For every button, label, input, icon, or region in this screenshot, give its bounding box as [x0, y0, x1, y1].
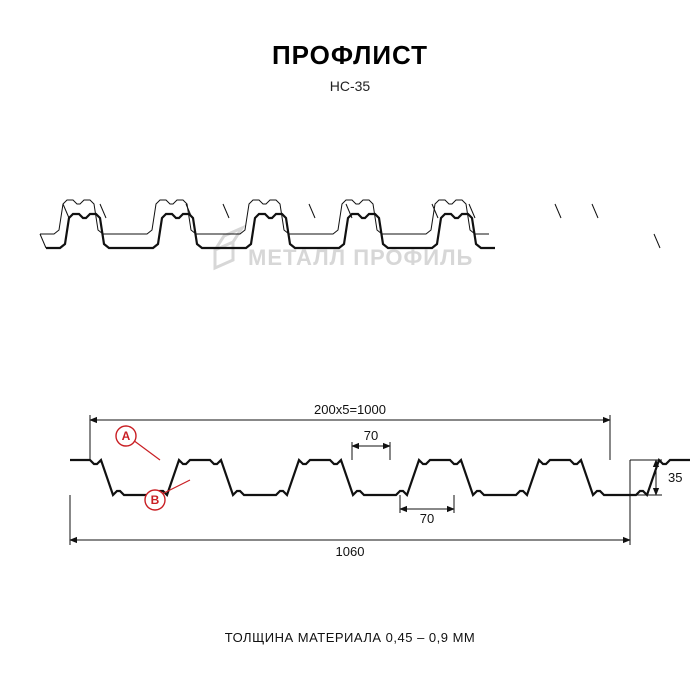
marker-a-label: A — [122, 429, 131, 443]
page-title: ПРОФЛИСТ — [0, 40, 700, 71]
dim-pitch-label: 200x5=1000 — [314, 402, 386, 417]
cross-section-path — [70, 460, 690, 495]
dim-height: 35 — [668, 470, 682, 485]
page-subtitle: НС-35 — [0, 78, 700, 94]
dim-bottom-flat: 70 — [420, 511, 434, 526]
profile-perspective-illustration: МЕТАЛЛ ПРОФИЛЬ — [0, 130, 700, 330]
material-thickness-note: ТОЛЩИНА МАТЕРИАЛА 0,45 – 0,9 ММ — [0, 630, 700, 645]
surface-markers: A B — [116, 426, 190, 510]
dim-overall-width: 1060 — [336, 544, 365, 559]
watermark-text: МЕТАЛЛ ПРОФИЛЬ — [248, 245, 473, 270]
watermark: МЕТАЛЛ ПРОФИЛЬ — [215, 228, 473, 270]
profile-cross-section-diagram: 200x5=1000 70 70 35 1060 A B — [0, 360, 700, 610]
dim-top-flat: 70 — [364, 428, 378, 443]
marker-b-label: B — [151, 493, 160, 507]
